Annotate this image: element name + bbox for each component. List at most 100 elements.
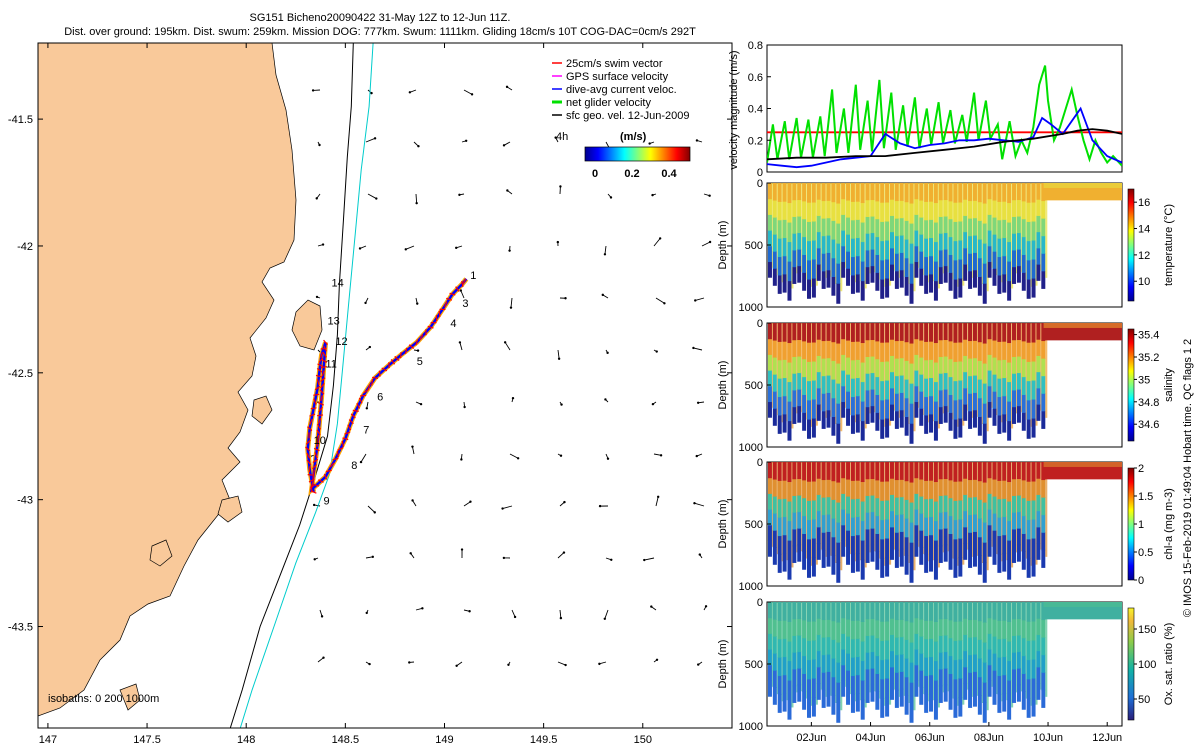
profile-cell — [875, 673, 880, 692]
geo-vector-head — [416, 349, 420, 352]
profile-cell — [821, 183, 826, 202]
profile-cell — [802, 394, 807, 413]
geo-vector — [746, 88, 752, 90]
profile-cell — [860, 660, 865, 681]
section-y-tick-label: 500 — [745, 519, 763, 531]
profile-cell — [836, 363, 841, 384]
profile-cell — [909, 183, 914, 204]
profile-cell — [987, 524, 992, 542]
profile-cell — [948, 691, 953, 710]
profile-cell — [987, 198, 992, 215]
colorbar-tick-label: 16 — [1138, 197, 1150, 209]
profile-cell — [767, 370, 772, 387]
profile-cell — [987, 370, 992, 387]
profile-cell — [885, 278, 890, 298]
swim-vector — [316, 435, 320, 442]
profile-cell — [782, 413, 787, 433]
profile-cell — [982, 482, 987, 503]
profile-cell — [807, 240, 812, 261]
profile-cell — [875, 183, 880, 202]
profile-cell — [953, 183, 958, 203]
profile-cell — [860, 261, 865, 282]
profile-cell — [1016, 668, 1021, 686]
swim-vector — [381, 367, 388, 372]
profile-cell — [865, 389, 870, 408]
profile-cell — [997, 602, 1002, 621]
profile-cell — [953, 240, 958, 261]
profile-cell — [1002, 359, 1007, 379]
profile-cell — [782, 183, 787, 202]
profile-cell — [885, 640, 890, 660]
profile-cell — [802, 358, 807, 378]
profile-cell — [982, 622, 987, 643]
profile-cell — [846, 602, 851, 620]
profile-cell — [831, 183, 836, 203]
profile-cell — [968, 479, 973, 498]
profile-cell — [885, 697, 890, 717]
geo-vector-head — [411, 445, 414, 448]
profile-cell — [797, 323, 802, 341]
profile-cell — [1026, 640, 1031, 661]
profile-cell — [889, 650, 894, 668]
geo-vector-head — [469, 500, 472, 503]
profile-cell — [797, 356, 802, 374]
swim-vector — [313, 398, 317, 405]
geo-vector-head — [557, 357, 561, 360]
profile-cell — [968, 654, 973, 673]
map-x-axis: 147 147.5 148 148.5 149 149.5 150 — [39, 43, 652, 746]
profile-cell — [831, 555, 836, 575]
profile-cell — [875, 340, 880, 360]
profile-cell — [826, 514, 831, 532]
profile-cell — [919, 670, 924, 688]
profile-cell — [924, 535, 929, 555]
profile-cell — [904, 416, 909, 436]
profile-cell — [938, 249, 943, 268]
profile-cell — [875, 200, 880, 220]
profile-cell — [1031, 183, 1036, 203]
profile-cell — [811, 481, 816, 501]
profile-cell — [972, 462, 977, 480]
profile-cell — [929, 219, 934, 239]
profile-cell — [924, 183, 929, 202]
section-colorbar — [1127, 467, 1135, 581]
profile-cell — [885, 240, 890, 260]
section-variable-label: chl-a (mg m-3) — [1163, 488, 1175, 560]
profile-cell — [816, 371, 821, 389]
profile-cell — [953, 698, 958, 718]
profile-cell — [948, 551, 953, 570]
profile-cell — [919, 217, 924, 235]
profile-cell — [1002, 480, 1007, 499]
profile-cell — [982, 423, 987, 444]
profile-cell — [1007, 401, 1012, 422]
profile-cell — [943, 405, 948, 423]
profile-cell — [860, 680, 865, 701]
geo-vector-head — [368, 662, 371, 666]
geo-vector-head — [365, 407, 369, 410]
profile-cell — [1031, 602, 1036, 622]
profile-cell — [968, 602, 973, 621]
colorbar-tick-label: 1 — [1138, 519, 1144, 531]
profile-cell — [846, 217, 851, 235]
profile-cell — [953, 361, 958, 382]
geo-vector-head — [458, 193, 461, 197]
profile-cell — [899, 531, 904, 550]
swim-vector — [321, 370, 325, 377]
profile-cell — [1012, 652, 1017, 670]
profile-cell — [972, 514, 977, 532]
profile-cell — [924, 620, 929, 640]
profile-cell — [992, 217, 997, 235]
swim-vector — [329, 462, 335, 468]
geo-vector — [693, 347, 703, 351]
profile-cell — [787, 381, 792, 402]
profile-cell — [1021, 200, 1026, 220]
profile-cell — [943, 684, 948, 702]
geo-vector-head — [411, 499, 414, 502]
profile-cell — [982, 283, 987, 304]
profile-cell — [963, 339, 968, 356]
profile-cell — [963, 650, 968, 668]
section-x-tick-label: 06Jun — [915, 732, 945, 744]
profile-cell — [841, 509, 846, 526]
geo-vector — [459, 342, 463, 351]
geo-vector — [746, 499, 752, 506]
track-day-label: 10 — [314, 435, 326, 447]
